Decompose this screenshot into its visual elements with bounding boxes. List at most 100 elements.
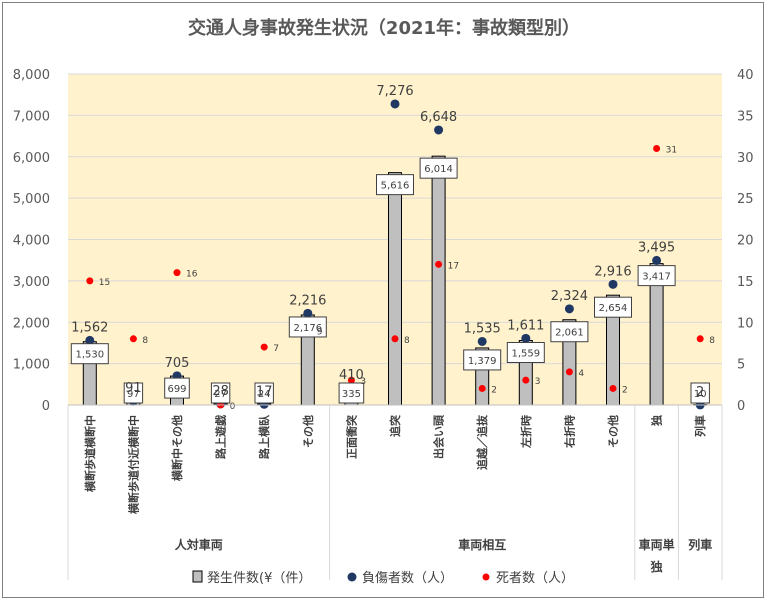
bar-value-label: 1,559 [511, 348, 540, 359]
bar-value-box [506, 341, 545, 363]
bar-value-label: 2,654 [599, 303, 628, 314]
death-value-label: 7 [273, 344, 279, 354]
death-point [129, 335, 137, 343]
left-axis-tick-label: 6,000 [13, 151, 50, 166]
bar-value-box [123, 382, 144, 404]
injury-point [521, 333, 531, 343]
bar-value-box [288, 316, 327, 338]
group-label: 独 [650, 559, 663, 574]
injury-value-label: 1,611 [507, 318, 544, 333]
left-axis-tick-label: 8,000 [13, 68, 50, 83]
death-point [696, 335, 704, 343]
right-axis-tick-label: 40 [737, 68, 754, 83]
category-label: その他 [606, 415, 620, 448]
category-label: 右折時 [562, 415, 576, 449]
right-axis-tick-label: 15 [737, 275, 754, 290]
bar-value-box [550, 321, 589, 343]
bar-value-box [594, 296, 632, 318]
bar-value-label: 2,061 [555, 328, 584, 339]
injury-point [652, 255, 662, 265]
death-value-label: 0 [230, 402, 236, 412]
bar-value-box [419, 157, 458, 179]
bar-value-label: 1,379 [468, 356, 497, 367]
injury-value-label: 3,495 [638, 240, 675, 255]
left-axis-tick-label: 0 [42, 399, 50, 414]
category-label: 横断歩道横断中 [83, 415, 97, 492]
bar-value-box [210, 382, 231, 404]
injury-value-label: 17 [256, 384, 273, 399]
left-axis-tick-label: 5,000 [13, 192, 50, 207]
death-value-label: 31 [666, 145, 677, 155]
death-value-label: 17 [448, 261, 459, 271]
bar-value-box [690, 382, 710, 404]
category-label: その他 [301, 415, 315, 448]
legend-death-label: 死者数（人） [496, 571, 574, 586]
left-axis-tick-label: 3,000 [13, 275, 50, 290]
category-label: 独 [650, 415, 664, 427]
injury-point [390, 99, 400, 109]
injury-point [85, 335, 95, 345]
right-axis-tick-label: 20 [737, 234, 754, 249]
right-axis-tick-label: 10 [737, 316, 754, 331]
bar-value-box [376, 174, 414, 196]
group-label: 車両単 [639, 537, 675, 552]
death-value-label: 4 [578, 369, 584, 379]
injury-value-label: 410 [339, 368, 364, 383]
death-point [260, 343, 268, 351]
category-label: 列車 [693, 415, 707, 437]
death-point [609, 384, 617, 392]
bar-value-box [463, 349, 502, 371]
legend-injury-label: 負傷者数（人） [362, 571, 453, 586]
category-label: 追突 [388, 415, 402, 437]
injury-value-label: 1,535 [464, 321, 501, 336]
legend-bar-label: 発生件数(¥（件） [207, 571, 311, 586]
bar-value-label: 1,530 [75, 350, 104, 361]
injury-point [608, 279, 618, 289]
bar-value-box [70, 343, 109, 365]
category-label: 路上横臥 [257, 414, 271, 459]
group-label: 車両相互 [458, 537, 506, 552]
bar-value-label: 27 [214, 389, 227, 400]
category-label: 左折時 [519, 415, 533, 449]
group-label: 人対車両 [175, 537, 223, 552]
bar-value-label: 10 [694, 389, 707, 400]
left-axis-tick-label: 1,000 [13, 358, 50, 373]
bar-value-box [254, 382, 274, 404]
injury-value-label: 91 [125, 381, 142, 396]
group-label: 列車 [688, 537, 712, 552]
death-value-label: 2 [491, 385, 497, 395]
death-value-label: 8 [709, 336, 715, 346]
bar-value-label: 3,417 [642, 272, 671, 283]
category-label: 追越／追抜 [475, 414, 489, 470]
category-label: 路上遊戯 [214, 414, 228, 459]
death-point [435, 260, 443, 268]
death-value-label: 2 [622, 385, 628, 395]
death-value-label: 15 [99, 278, 110, 288]
left-axis-tick-label: 7,000 [13, 109, 50, 124]
injury-value-label: 6,648 [420, 110, 457, 125]
injury-value-label: 2,324 [551, 289, 588, 304]
bar-value-box [637, 265, 676, 287]
injury-point [477, 336, 487, 346]
category-label: 横断中その他 [170, 415, 184, 481]
death-value-label: 16 [186, 270, 198, 280]
bar [431, 155, 446, 406]
right-axis-tick-label: 0 [737, 399, 745, 414]
injury-point [303, 308, 313, 318]
right-axis-tick-label: 5 [737, 358, 745, 373]
bar-value-box [164, 377, 190, 399]
category-label: 出会い頭 [432, 414, 446, 459]
death-point [565, 368, 573, 376]
injury-value-label: 705 [165, 356, 190, 371]
legend-injury-swatch [347, 572, 357, 582]
injury-point [434, 125, 444, 135]
death-point [478, 384, 486, 392]
bar-value-label: 2,176 [293, 323, 322, 334]
death-value-label: 8 [142, 336, 148, 346]
right-axis-tick-label: 25 [737, 192, 754, 207]
bar-value-label: 335 [342, 389, 361, 400]
bar-value-label: 699 [167, 384, 186, 395]
category-label: 横断歩道付近横断中 [126, 415, 140, 514]
category-label: 正面衝突 [344, 415, 358, 459]
injury-value-label: 28 [212, 384, 229, 399]
